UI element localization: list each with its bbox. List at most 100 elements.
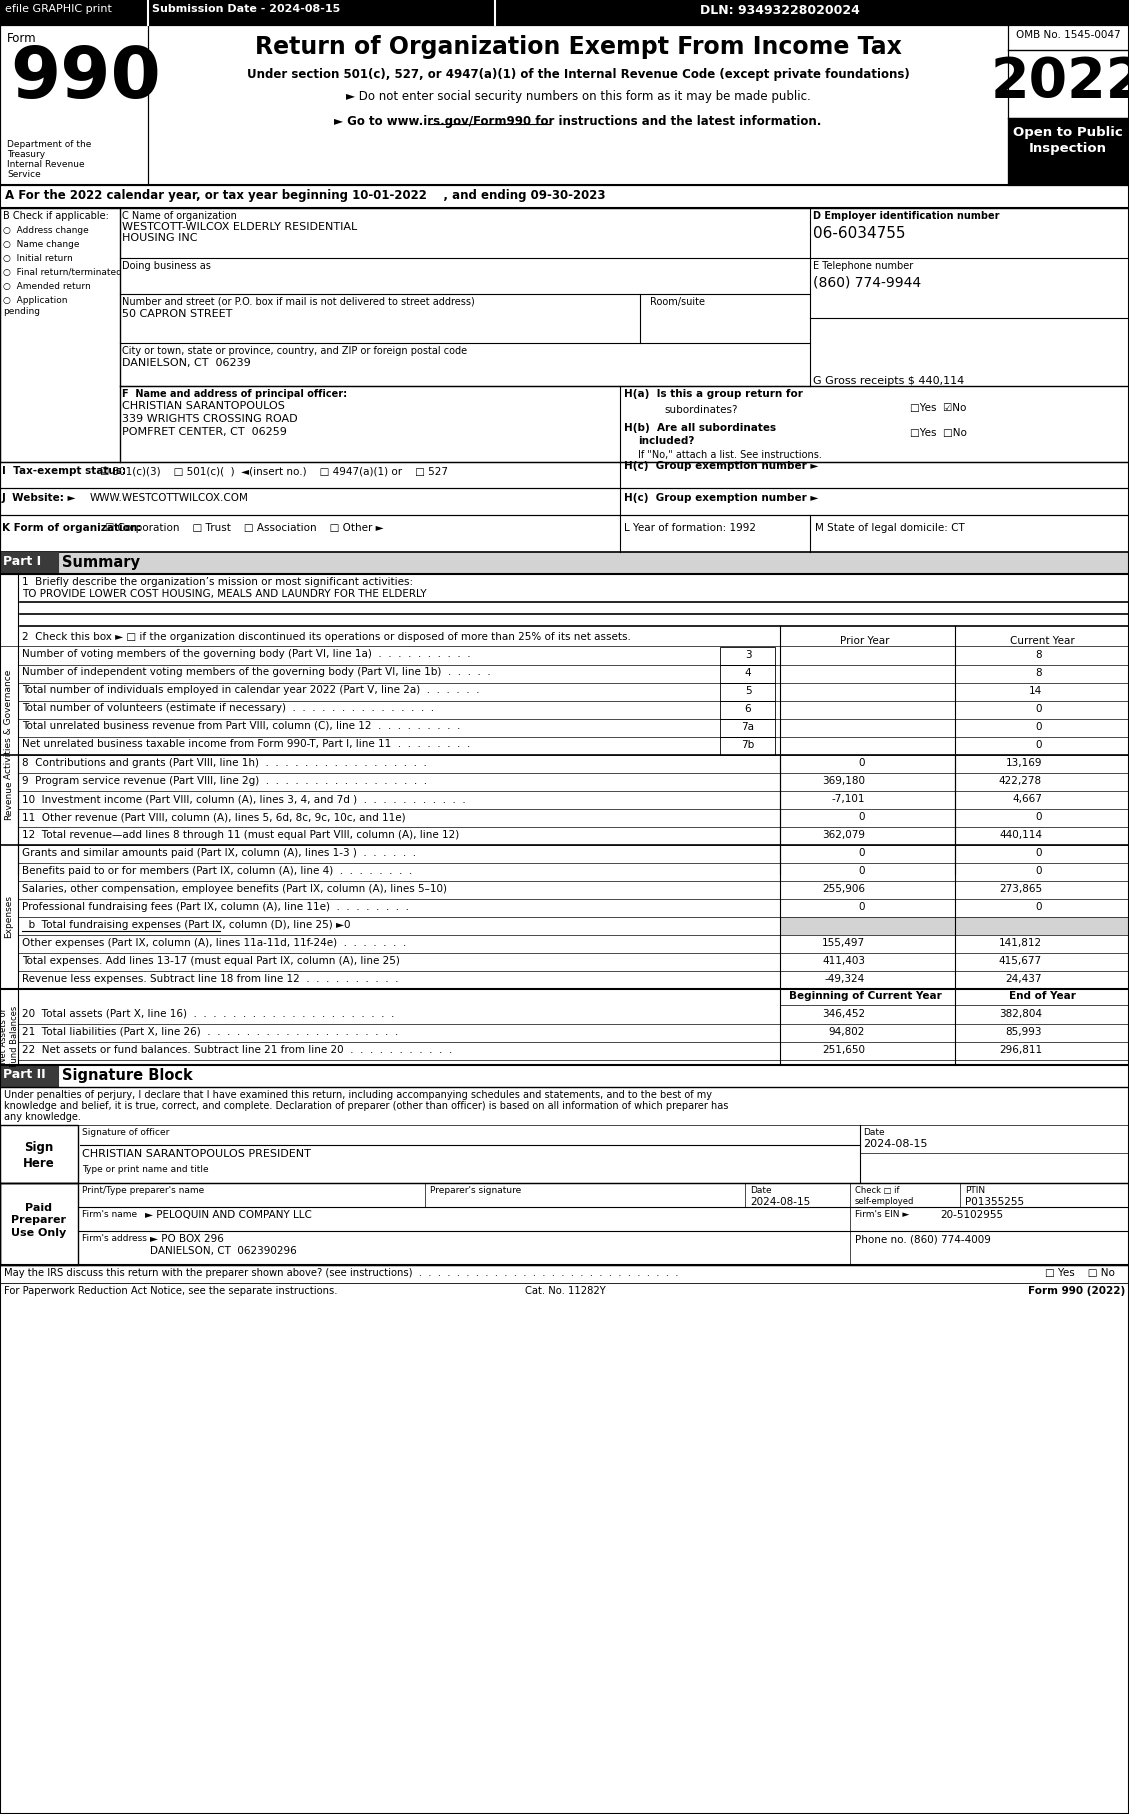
Text: 24,437: 24,437	[1006, 974, 1042, 983]
Text: Revenue less expenses. Subtract line 18 from line 12  .  .  .  .  .  .  .  .  . : Revenue less expenses. Subtract line 18 …	[21, 974, 399, 983]
Text: Return of Organization Exempt From Income Tax: Return of Organization Exempt From Incom…	[254, 34, 901, 60]
Text: 362,079: 362,079	[822, 831, 865, 840]
Text: Firm's name: Firm's name	[82, 1210, 137, 1219]
Text: CHRISTIAN SARANTOPOULOS PRESIDENT: CHRISTIAN SARANTOPOULOS PRESIDENT	[82, 1148, 310, 1159]
Text: Department of the: Department of the	[7, 140, 91, 149]
Text: H(a)  Is this a group return for: H(a) Is this a group return for	[624, 388, 803, 399]
Text: 3: 3	[745, 649, 751, 660]
Text: Form 990 (2022): Form 990 (2022)	[1027, 1286, 1124, 1295]
Text: Signature of officer: Signature of officer	[82, 1128, 169, 1137]
Text: Professional fundraising fees (Part IX, column (A), line 11e)  .  .  .  .  .  . : Professional fundraising fees (Part IX, …	[21, 902, 409, 912]
Text: Check □ if
self-employed: Check □ if self-employed	[855, 1186, 914, 1206]
Text: POMFRET CENTER, CT  06259: POMFRET CENTER, CT 06259	[122, 426, 287, 437]
Text: Net Assets or
Fund Balances: Net Assets or Fund Balances	[0, 1005, 19, 1067]
Text: 255,906: 255,906	[822, 883, 865, 894]
Text: ○  Name change: ○ Name change	[3, 239, 79, 249]
Text: H(b)  Are all subordinates: H(b) Are all subordinates	[624, 423, 776, 434]
Text: 7b: 7b	[742, 740, 754, 749]
Text: Sign
Here: Sign Here	[23, 1141, 55, 1170]
Bar	[780, 918, 1129, 934]
Text: 155,497: 155,497	[822, 938, 865, 949]
Text: ○  Address change: ○ Address change	[3, 227, 89, 236]
Text: 22  Net assets or fund balances. Subtract line 21 from line 20  .  .  .  .  .  .: 22 Net assets or fund balances. Subtract…	[21, 1045, 453, 1056]
Text: (860) 774-9944: (860) 774-9944	[813, 276, 921, 290]
Text: Current Year: Current Year	[1009, 637, 1075, 646]
Text: 20  Total assets (Part X, line 16)  .  .  .  .  .  .  .  .  .  .  .  .  .  .  . : 20 Total assets (Part X, line 16) . . . …	[21, 1009, 394, 1019]
Text: 0: 0	[1035, 847, 1042, 858]
Text: H(c)  Group exemption number ►: H(c) Group exemption number ►	[624, 493, 819, 502]
Text: OMB No. 1545-0047: OMB No. 1545-0047	[1016, 31, 1120, 40]
Text: 251,650: 251,650	[822, 1045, 865, 1056]
Text: -49,324: -49,324	[825, 974, 865, 983]
Text: G Gross receipts $ 440,114: G Gross receipts $ 440,114	[813, 375, 964, 386]
Text: 0: 0	[858, 813, 865, 822]
Text: CHRISTIAN SARANTOPOULOS: CHRISTIAN SARANTOPOULOS	[122, 401, 285, 412]
Text: End of Year: End of Year	[1008, 990, 1076, 1001]
Text: Expenses: Expenses	[5, 896, 14, 938]
Text: 6: 6	[745, 704, 751, 715]
Text: 8  Contributions and grants (Part VIII, line 1h)  .  .  .  .  .  .  .  .  .  .  : 8 Contributions and grants (Part VIII, l…	[21, 758, 427, 767]
Bar	[720, 718, 774, 736]
Text: 0: 0	[1035, 722, 1042, 733]
Text: 369,180: 369,180	[822, 776, 865, 785]
Bar	[0, 25, 1129, 185]
Text: Open to Public
Inspection: Open to Public Inspection	[1013, 125, 1123, 154]
Text: Total unrelated business revenue from Part VIII, column (C), line 12  .  .  .  .: Total unrelated business revenue from Pa…	[21, 720, 461, 731]
Text: Under section 501(c), 527, or 4947(a)(1) of the Internal Revenue Code (except pr: Under section 501(c), 527, or 4947(a)(1)…	[246, 67, 909, 82]
Text: Part I: Part I	[3, 555, 41, 568]
Text: Internal Revenue: Internal Revenue	[7, 160, 85, 169]
Text: b  Total fundraising expenses (Part IX, column (D), line 25) ►0: b Total fundraising expenses (Part IX, c…	[21, 920, 350, 931]
Text: 06-6034755: 06-6034755	[813, 227, 905, 241]
Text: E Telephone number: E Telephone number	[813, 261, 913, 270]
Text: Number of independent voting members of the governing body (Part VI, line 1b)  .: Number of independent voting members of …	[21, 668, 491, 677]
Text: Total number of individuals employed in calendar year 2022 (Part V, line 2a)  . : Total number of individuals employed in …	[21, 686, 480, 695]
Text: 4: 4	[745, 668, 751, 678]
Text: ☑ 501(c)(3)    □ 501(c)(  )  ◄(insert no.)    □ 4947(a)(1) or    □ 527: ☑ 501(c)(3) □ 501(c)( ) ◄(insert no.) □ …	[100, 466, 448, 475]
Text: C Name of organization: C Name of organization	[122, 210, 237, 221]
Text: 13,169: 13,169	[1006, 758, 1042, 767]
Bar	[0, 551, 1129, 573]
Text: 0: 0	[858, 865, 865, 876]
Text: efile GRAPHIC print: efile GRAPHIC print	[5, 4, 112, 15]
Text: WESTCOTT-WILCOX ELDERLY RESIDENTIAL: WESTCOTT-WILCOX ELDERLY RESIDENTIAL	[122, 221, 357, 232]
Text: Treasury: Treasury	[7, 151, 45, 160]
Text: Submission Date - 2024-08-15: Submission Date - 2024-08-15	[152, 4, 340, 15]
Text: 11  Other revenue (Part VIII, column (A), lines 5, 6d, 8c, 9c, 10c, and 11e): 11 Other revenue (Part VIII, column (A),…	[21, 813, 405, 822]
Text: City or town, state or province, country, and ZIP or foreign postal code: City or town, state or province, country…	[122, 346, 467, 356]
Text: Doing business as: Doing business as	[122, 261, 211, 270]
Text: Signature Block: Signature Block	[62, 1068, 193, 1083]
Text: Cat. No. 11282Y: Cat. No. 11282Y	[525, 1286, 605, 1295]
Text: 296,811: 296,811	[999, 1045, 1042, 1056]
Text: 415,677: 415,677	[999, 956, 1042, 967]
Bar	[0, 1183, 78, 1264]
Text: F  Name and address of principal officer:: F Name and address of principal officer:	[122, 388, 347, 399]
Text: Grants and similar amounts paid (Part IX, column (A), lines 1-3 )  .  .  .  .  .: Grants and similar amounts paid (Part IX…	[21, 847, 417, 858]
Text: 4,667: 4,667	[1012, 795, 1042, 804]
Text: 21  Total liabilities (Part X, line 26)  .  .  .  .  .  .  .  .  .  .  .  .  .  : 21 Total liabilities (Part X, line 26) .…	[21, 1027, 399, 1038]
Text: Total expenses. Add lines 13-17 (must equal Part IX, column (A), line 25): Total expenses. Add lines 13-17 (must eq…	[21, 956, 400, 967]
Text: Type or print name and title: Type or print name and title	[82, 1165, 209, 1174]
Text: 0: 0	[1035, 704, 1042, 715]
Text: 990: 990	[10, 44, 160, 112]
Text: Number of voting members of the governing body (Part VI, line 1a)  .  .  .  .  .: Number of voting members of the governin…	[21, 649, 471, 658]
Text: Summary: Summary	[62, 555, 140, 570]
Text: 2022: 2022	[991, 54, 1129, 109]
Bar	[0, 551, 58, 573]
Text: J  Website: ►: J Website: ►	[2, 493, 77, 502]
Bar	[720, 666, 774, 684]
Text: Print/Type preparer's name: Print/Type preparer's name	[82, 1186, 204, 1195]
Text: 7a: 7a	[742, 722, 754, 733]
Bar	[720, 684, 774, 700]
Text: 12  Total revenue—add lines 8 through 11 (must equal Part VIII, column (A), line: 12 Total revenue—add lines 8 through 11 …	[21, 831, 460, 840]
Text: Preparer's signature: Preparer's signature	[430, 1186, 522, 1195]
Text: 346,452: 346,452	[822, 1009, 865, 1019]
Text: I  Tax-exempt status:: I Tax-exempt status:	[2, 466, 126, 475]
Text: DANIELSON, CT  062390296: DANIELSON, CT 062390296	[150, 1246, 297, 1255]
Text: 85,993: 85,993	[1006, 1027, 1042, 1038]
Bar	[0, 1183, 1129, 1264]
Text: 1  Briefly describe the organization’s mission or most significant activities:: 1 Briefly describe the organization’s mi…	[21, 577, 413, 588]
Text: 273,865: 273,865	[999, 883, 1042, 894]
Text: 0: 0	[858, 902, 865, 912]
Text: ► Do not enter social security numbers on this form as it may be made public.: ► Do not enter social security numbers o…	[345, 91, 811, 103]
Text: WWW.WESTCOTTWILCOX.COM: WWW.WESTCOTTWILCOX.COM	[90, 493, 248, 502]
